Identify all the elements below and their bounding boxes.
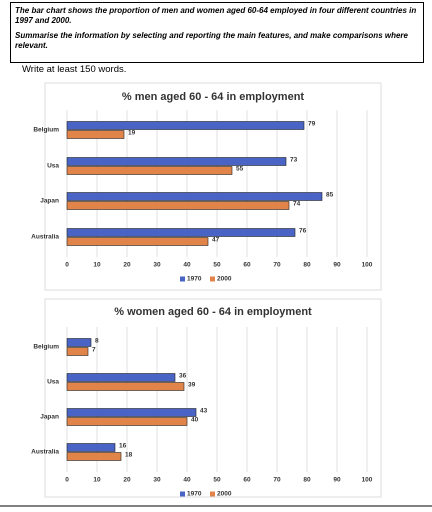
x-tick-label: 80 [303, 477, 311, 484]
bar [66, 408, 197, 417]
bar [66, 417, 188, 426]
data-label: 16 [119, 443, 127, 450]
x-tick-label: 70 [273, 477, 281, 484]
data-label: 47 [212, 237, 220, 244]
x-tick-label: 60 [243, 477, 251, 484]
x-tick-label: 0 [65, 262, 69, 269]
bar [66, 166, 233, 175]
data-label: 39 [188, 382, 196, 389]
x-tick-label: 50 [213, 262, 221, 269]
bar [66, 121, 305, 130]
x-tick-label: 60 [243, 262, 251, 269]
legend-swatch [210, 276, 215, 282]
data-label: 7 [92, 347, 96, 354]
x-tick-label: 50 [213, 477, 221, 484]
panel [44, 298, 382, 498]
data-label: 8 [95, 338, 99, 345]
y-tick-label: Japan [40, 198, 59, 205]
data-label: 85 [326, 192, 334, 199]
legend-label: 2000 [217, 276, 232, 283]
chart-title: % women aged 60 - 64 in employment [114, 306, 312, 318]
legend-label: 1970 [187, 491, 202, 498]
legend-swatch [180, 491, 185, 497]
chart-title: % men aged 60 - 64 in employment [122, 91, 305, 103]
y-tick-label: Australia [31, 449, 59, 456]
data-label: 73 [290, 157, 298, 164]
bar [66, 452, 122, 461]
data-label: 19 [128, 130, 136, 137]
bar [66, 130, 125, 139]
y-tick-label: Australia [31, 234, 59, 241]
x-tick-label: 10 [93, 262, 101, 269]
data-label: 76 [299, 228, 307, 235]
data-label: 36 [179, 373, 187, 380]
data-label: 43 [200, 408, 208, 415]
data-label: 79 [308, 121, 316, 128]
bar [66, 192, 323, 201]
bar [66, 347, 89, 356]
word-count: Write at least 150 words. [22, 64, 127, 75]
task: The bar chart shows the proportion of me… [15, 6, 417, 25]
panel [44, 82, 382, 291]
x-tick-label: 20 [123, 262, 131, 269]
data-label: 55 [236, 166, 244, 173]
data-label: 18 [125, 452, 133, 459]
legend-swatch [210, 491, 215, 497]
bar [66, 382, 185, 391]
bar [66, 373, 176, 382]
x-tick-label: 30 [153, 262, 161, 269]
data-label: 74 [293, 201, 301, 208]
x-tick-label: 30 [153, 477, 161, 484]
instruction: Summarise the information by selecting a… [15, 31, 408, 50]
x-tick-label: 90 [333, 262, 341, 269]
x-tick-label: 90 [333, 477, 341, 484]
legend-label: 2000 [217, 491, 232, 498]
y-tick-label: Belgium [33, 344, 59, 351]
bar [66, 443, 116, 452]
bar [66, 157, 287, 166]
bar [66, 237, 209, 246]
x-tick-label: 100 [362, 262, 373, 269]
task-box: The bar chart shows the proportion of me… [10, 2, 424, 63]
data-label: 40 [191, 417, 199, 424]
y-tick-label: Japan [40, 414, 59, 421]
x-tick-label: 40 [183, 262, 191, 269]
y-tick-label: Usa [47, 163, 59, 170]
bar [66, 201, 290, 210]
x-tick-label: 70 [273, 262, 281, 269]
x-tick-label: 20 [123, 477, 131, 484]
x-tick-label: 0 [65, 477, 69, 484]
bar [66, 228, 296, 237]
y-tick-label: Belgium [33, 127, 59, 134]
bar [66, 338, 92, 347]
x-tick-label: 80 [303, 262, 311, 269]
legend-swatch [180, 276, 185, 282]
x-tick-label: 40 [183, 477, 191, 484]
legend-label: 1970 [187, 276, 202, 283]
x-tick-label: 100 [362, 477, 373, 484]
x-tick-label: 10 [93, 477, 101, 484]
y-tick-label: Usa [47, 379, 59, 386]
